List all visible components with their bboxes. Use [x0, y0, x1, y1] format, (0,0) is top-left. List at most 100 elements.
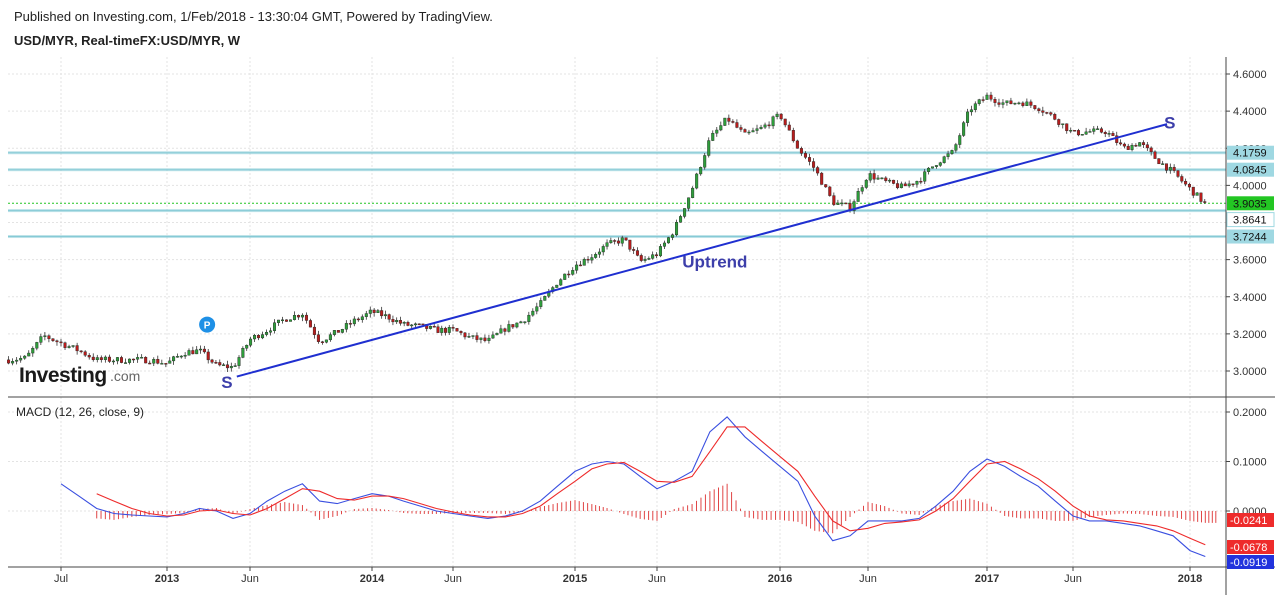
candle-body-189: [751, 130, 755, 133]
y-tick-label-8: 4.6000: [1233, 69, 1267, 81]
candle-body-191: [759, 126, 763, 129]
price-tag-bg-2: [1227, 196, 1274, 211]
candle-body-104: [417, 323, 421, 326]
candle-body-42: [175, 356, 179, 358]
candle-body-46: [191, 350, 195, 355]
candle-body-276: [1096, 128, 1100, 130]
candle-body-153: [609, 240, 613, 243]
candle-body-29: [124, 362, 128, 364]
candle-body-186: [739, 127, 743, 130]
candle-body-287: [1138, 142, 1142, 147]
candle-body-21: [91, 356, 95, 360]
x-tick-label-8: Jun: [859, 573, 877, 585]
candle-body-164: [651, 254, 655, 259]
candle-body-205: [816, 167, 820, 174]
candle-body-74: [300, 314, 304, 318]
candle-body-8: [39, 336, 43, 343]
candle-body-82: [332, 330, 336, 335]
candle-body-81: [328, 334, 332, 341]
macd-title: MACD (12, 26, close, 9): [16, 405, 144, 419]
candle-body-145: [578, 264, 582, 267]
candle-body-253: [1005, 100, 1009, 103]
candle-body-61: [249, 338, 253, 346]
candle-body-100: [402, 322, 406, 324]
candle-body-69: [280, 319, 284, 322]
x-tick-label-6: Jun: [648, 573, 666, 585]
candle-body-80: [324, 339, 328, 343]
candle-body-235: [934, 165, 938, 167]
macd-tag-bg-1: [1227, 540, 1274, 554]
candle-body-259: [1029, 101, 1033, 106]
macd-tag-2: -0.0919: [1230, 557, 1267, 569]
candle-body-172: [683, 208, 687, 217]
candle-body-45: [187, 350, 191, 356]
price-tag-bg-1: [1227, 162, 1274, 177]
candle-body-224: [892, 179, 896, 184]
candle-body-6: [31, 347, 35, 354]
candle-body-117: [467, 336, 471, 338]
candle-body-2: [15, 359, 19, 362]
candle-body-161: [639, 255, 643, 261]
candle-body-73: [296, 315, 300, 318]
chart-frame: [8, 57, 1275, 595]
candle-body-43: [179, 355, 183, 358]
candle-body-144: [575, 264, 579, 271]
candle-body-275: [1092, 128, 1096, 132]
candle-body-59: [241, 348, 245, 358]
published-caption: Published on Investing.com, 1/Feb/2018 -…: [14, 9, 493, 24]
candle-body-209: [832, 195, 836, 205]
y-tick-label-2: 3.4000: [1233, 292, 1267, 304]
candle-body-110: [440, 327, 444, 333]
candle-body-95: [383, 314, 387, 317]
candle-body-232: [923, 171, 927, 182]
candle-body-0: [7, 359, 11, 364]
candle-body-278: [1103, 132, 1107, 135]
candle-body-41: [172, 356, 176, 362]
candle-body-214: [852, 201, 856, 211]
candle-body-77: [312, 326, 316, 335]
candle-body-91: [368, 309, 372, 314]
x-tick-label-11: 2018: [1178, 573, 1202, 585]
macd-tag-0: -0.0241: [1230, 515, 1267, 527]
candle-body-206: [820, 172, 824, 185]
uptrend-line: [236, 123, 1168, 378]
x-tick-label-0: Jul: [54, 573, 68, 585]
candle-body-35: [148, 362, 152, 365]
candle-body-71: [288, 319, 292, 322]
candle-body-22: [95, 357, 99, 360]
candle-body-15: [67, 346, 71, 348]
candle-body-194: [771, 116, 775, 127]
candle-body-78: [316, 334, 320, 342]
x-tick-label-2: Jun: [241, 573, 259, 585]
annotations: Uptrend S S P: [199, 113, 1175, 392]
candle-body-170: [675, 222, 679, 236]
macd-y-tick-label-1: 0.1000: [1233, 457, 1267, 469]
candle-body-28: [119, 357, 123, 363]
candle-body-55: [225, 364, 229, 369]
candle-body-20: [87, 355, 91, 358]
candle-body-84: [340, 329, 344, 333]
candle-body-225: [895, 183, 899, 189]
candle-body-149: [594, 254, 598, 258]
candle-body-271: [1076, 130, 1080, 136]
candle-body-160: [635, 250, 639, 256]
candle-body-204: [812, 161, 816, 168]
candle-body-101: [406, 322, 410, 326]
candle-body-182: [723, 117, 727, 126]
candle-body-266: [1057, 119, 1061, 125]
candle-body-282: [1119, 142, 1123, 145]
candle-body-295: [1168, 166, 1172, 171]
candle-body-273: [1084, 131, 1088, 135]
candle-body-16: [71, 345, 75, 347]
candle-body-190: [755, 128, 759, 131]
candle-body-257: [1021, 102, 1025, 106]
candle-body-240: [954, 144, 958, 151]
candle-body-34: [144, 357, 148, 364]
price-tag-0: 4.1759: [1233, 148, 1267, 160]
y-tick-label-5: 4.0000: [1233, 180, 1267, 192]
candle-body-99: [398, 320, 402, 324]
candle-body-10: [47, 335, 51, 339]
candle-body-93: [376, 310, 380, 313]
candle-body-18: [79, 350, 83, 353]
